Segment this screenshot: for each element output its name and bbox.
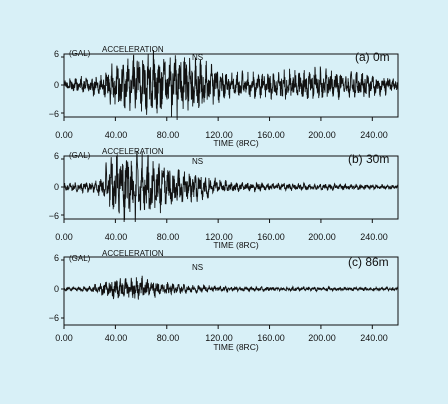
x-tick-label: 40.00 [105,333,128,343]
unit-label: (GAL) [69,254,91,263]
x-tick-label: 80.00 [157,130,180,140]
x-axis-ticks: 0.00 40.00 80.00 120.00 160.00 200.00 24… [55,130,388,140]
chart-title: ACCELERATION [102,249,164,258]
panel-label: (c) 86m [348,255,389,269]
y-tick-label: −6 [49,313,59,323]
y-tick-label: 6 [54,253,59,263]
panel-label: (b) 30m [348,152,389,166]
trace-group [63,275,399,300]
x-tick-label: 40.00 [105,232,128,242]
tick-marks [61,259,373,329]
x-tick-label: 160.00 [257,232,285,242]
x-tick-label: 120.00 [205,333,233,343]
y-tick-label: −6 [49,211,59,221]
tick-marks [61,158,373,223]
acceleration-trace [63,275,399,300]
x-tick-label: 80.00 [157,333,180,343]
x-tick-label: 200.00 [308,333,336,343]
y-tick-label: 6 [54,151,59,161]
trace-group [63,151,399,223]
x-tick-label: 200.00 [308,232,336,242]
x-tick-label: 160.00 [257,130,285,140]
chart-title: ACCELERATION [102,45,164,54]
y-tick-label: 0 [54,284,59,294]
trace-group [63,49,399,121]
component-label: NS [192,53,203,62]
y-axis-ticks: 6 0 −6 [49,253,59,323]
chart-title: ACCELERATION [102,147,164,156]
x-tick-label: 120.00 [205,130,233,140]
acceleration-trace [63,49,399,121]
x-axis-label: TIME (8RC) [213,138,259,148]
x-axis-label: TIME (8RC) [213,342,259,352]
x-tick-label: 240.00 [360,130,388,140]
y-axis-ticks: 6 0 −6 [49,151,59,221]
unit-label: (GAL) [69,49,91,58]
x-tick-label: 240.00 [360,232,388,242]
component-label: NS [192,157,203,166]
x-tick-label: 0.00 [55,130,73,140]
x-axis-label: TIME (8RC) [213,240,259,250]
x-axis-ticks: 0.00 40.00 80.00 120.00 160.00 200.00 24… [55,333,388,343]
panel-a: (GAL) ACCELERATION NS (a) 0m TIME (8RC) … [49,45,399,148]
x-axis-ticks: 0.00 40.00 80.00 120.00 160.00 200.00 24… [55,232,388,242]
component-label: NS [192,263,203,272]
tick-marks [61,56,373,121]
x-tick-label: 240.00 [360,333,388,343]
y-tick-label: −6 [49,109,59,119]
panel-c: (GAL) ACCELERATION NS (c) 86m TIME (8RC)… [49,249,399,352]
plot-frame [63,256,399,326]
x-tick-label: 0.00 [55,333,73,343]
unit-label: (GAL) [69,151,91,160]
panel-b: (GAL) ACCELERATION NS (b) 30m TIME (8RC)… [49,147,399,250]
x-tick-label: 80.00 [157,232,180,242]
x-tick-label: 120.00 [205,232,233,242]
y-axis-ticks: 6 0 −6 [49,49,59,119]
panel-label: (a) 0m [355,50,390,64]
acceleration-trace [63,151,399,223]
y-tick-label: 0 [54,182,59,192]
y-tick-label: 0 [54,80,59,90]
y-tick-label: 6 [54,49,59,59]
x-tick-label: 160.00 [257,333,285,343]
x-tick-label: 0.00 [55,232,73,242]
x-tick-label: 200.00 [308,130,336,140]
x-tick-label: 40.00 [105,130,128,140]
